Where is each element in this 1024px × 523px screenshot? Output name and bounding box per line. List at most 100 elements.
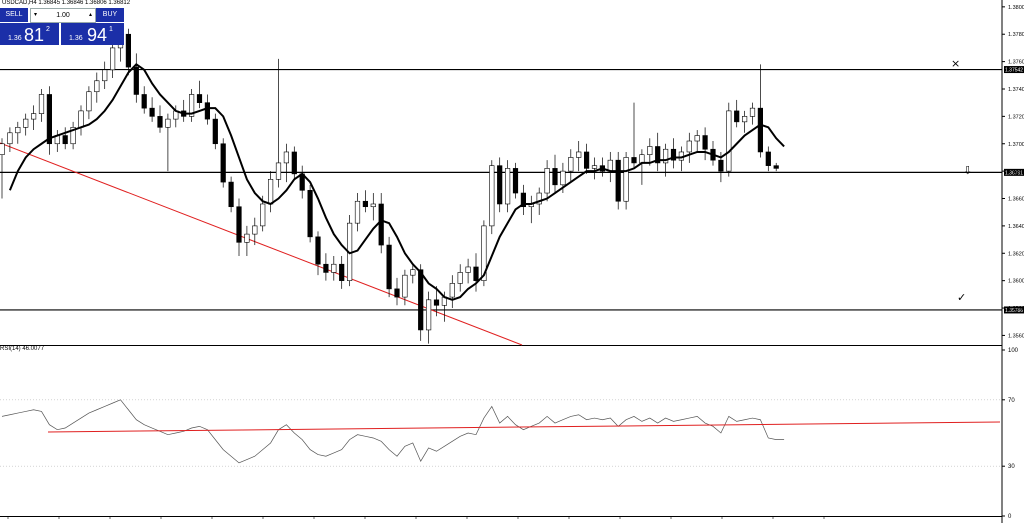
candle-body <box>512 168 519 194</box>
candle-body <box>773 165 779 169</box>
candle-body <box>378 203 384 246</box>
candle-body <box>204 102 211 120</box>
candle-body <box>418 269 424 331</box>
candle-body <box>189 94 195 117</box>
candle-body <box>133 66 139 95</box>
candle-body <box>252 225 258 235</box>
candle-body <box>354 200 361 224</box>
rsi-tick-label: 100 <box>1008 348 1019 354</box>
candle-body <box>631 157 637 164</box>
candle-body <box>38 94 45 114</box>
price-tick-label: 1.35805 <box>1008 306 1024 312</box>
candle-body <box>639 154 645 164</box>
buy-button[interactable]: BUY <box>96 8 124 22</box>
check-marker-icon: ✓ <box>957 291 966 304</box>
level-price-label: 1.36791 <box>1005 170 1023 176</box>
buy-price-box[interactable]: 1.36 94 1 <box>61 23 124 45</box>
candle-body <box>275 162 282 180</box>
candle-body <box>749 107 756 117</box>
candle-body <box>765 151 771 166</box>
candle-body <box>30 113 37 120</box>
rsi-indicator-label: RSI(14) 46.0077 <box>0 346 45 352</box>
candle-body <box>110 47 116 71</box>
candle-body <box>323 263 329 273</box>
candle-body <box>449 283 455 298</box>
candle-body <box>220 143 226 183</box>
candle-body <box>520 192 526 208</box>
candle-body <box>46 94 52 145</box>
sell-price-pip: 2 <box>46 26 50 33</box>
candle-body <box>410 269 416 276</box>
candle-body <box>70 127 76 145</box>
sell-price-box[interactable]: 1.36 81 2 <box>0 23 59 45</box>
candle-body <box>647 146 653 156</box>
price-tick-label: 1.37800 <box>1008 32 1024 38</box>
down-arrow-marker-icon: ⇩ <box>963 164 972 177</box>
candle-body <box>228 181 234 208</box>
level-price-label: 1.35786 <box>1005 308 1023 314</box>
candle-body <box>607 159 613 172</box>
price-tick-label: 1.35605 <box>1008 333 1024 339</box>
candle-body <box>757 107 763 153</box>
candle-body <box>425 299 432 331</box>
rsi-tick-label: 0 <box>1008 514 1012 520</box>
volume-increase-icon[interactable]: ▴ <box>88 12 92 18</box>
candle-body <box>283 151 290 164</box>
candle-body <box>718 159 724 172</box>
candle-body <box>291 151 297 175</box>
candle-body <box>23 118 29 128</box>
candle-body <box>260 203 266 227</box>
rsi-trendline-red <box>47 421 1001 433</box>
sell-price-prefix: 1.36 <box>8 35 22 42</box>
price-tick-label: 1.36605 <box>1008 197 1024 203</box>
moving-average-line <box>8 63 785 301</box>
price-tick-label: 1.37005 <box>1008 142 1024 148</box>
candle-body <box>315 236 321 265</box>
candle-body <box>15 127 21 134</box>
level-price-label: 1.37542 <box>1005 68 1023 74</box>
volume-decrease-icon[interactable]: ▾ <box>34 12 38 18</box>
candle-body <box>402 274 408 298</box>
candle-body <box>504 168 511 205</box>
candle-body <box>212 118 218 145</box>
candle-body <box>615 159 621 202</box>
candle-body <box>125 33 131 68</box>
candle-body <box>196 94 203 103</box>
candle-body <box>339 263 345 281</box>
candle-body <box>702 135 708 150</box>
level-price-tag <box>1004 306 1024 314</box>
candle-body <box>102 69 108 82</box>
candle-body <box>686 140 692 153</box>
level-price-tag <box>1004 168 1024 176</box>
one-click-trading-panel: SELL ▾ 1.00 ▴ BUY 1.36 81 2 1.36 94 1 <box>0 8 124 45</box>
candle-body <box>86 91 92 112</box>
candle-body <box>568 157 574 172</box>
candle-body <box>552 168 558 186</box>
level-price-tag <box>1004 66 1024 74</box>
candle-body <box>536 192 542 205</box>
candle-body <box>0 143 5 156</box>
candle-body <box>386 244 392 290</box>
price-tick-label: 1.37200 <box>1008 114 1024 120</box>
volume-field[interactable]: ▾ 1.00 ▴ <box>30 8 96 23</box>
buy-price-prefix: 1.36 <box>69 35 83 42</box>
rsi-line <box>1 399 785 464</box>
candle-body <box>734 110 740 123</box>
candle-body <box>331 263 337 273</box>
price-tick-label: 1.36005 <box>1008 279 1024 285</box>
price-tick-label: 1.36405 <box>1008 224 1024 230</box>
sell-button[interactable]: SELL <box>0 8 28 22</box>
candle-body <box>157 116 163 128</box>
candle-body <box>465 266 471 273</box>
buy-price-pip: 1 <box>109 26 113 33</box>
candle-body <box>433 299 440 306</box>
candle-body <box>7 132 13 145</box>
candle-body <box>165 118 171 128</box>
candle-body <box>141 94 147 109</box>
candle-body <box>623 157 629 202</box>
candle-body <box>670 148 677 161</box>
volume-value: 1.00 <box>56 12 70 19</box>
candle-body <box>149 107 155 117</box>
candle-body <box>78 110 84 128</box>
